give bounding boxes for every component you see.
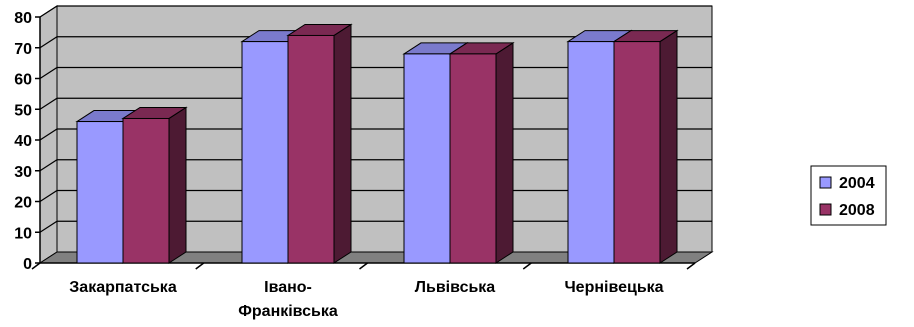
bar-2008-3 — [612, 29, 679, 264]
legend: 2004 2008 — [810, 165, 887, 226]
bar-front — [403, 53, 451, 264]
bar-front — [613, 41, 661, 264]
x-tick-mark-3 — [522, 262, 532, 270]
bar-2008-2 — [448, 41, 515, 264]
category-label-line: Закарпатська — [69, 279, 177, 296]
category-label-line: Франківська — [238, 303, 338, 320]
category-label: Чернівецька — [564, 279, 663, 296]
bar-2008-0 — [121, 106, 188, 264]
category-label-line: Чернівецька — [564, 279, 663, 296]
bar-side — [168, 106, 187, 264]
y-tick-label: 30 — [14, 164, 32, 181]
bar-front — [241, 41, 289, 264]
y-tick-label: 60 — [14, 72, 32, 89]
legend-swatch-2004 — [819, 176, 832, 189]
y-tick-label: 40 — [14, 133, 32, 150]
gridline-80 — [39, 5, 712, 18]
category-label: Львівська — [415, 279, 496, 296]
bar-front — [76, 121, 124, 264]
x-tick-mark-2 — [359, 262, 368, 270]
x-tick-mark-1 — [195, 262, 205, 270]
bar-front — [567, 41, 615, 264]
legend-label-2004: 2004 — [839, 175, 875, 192]
y-tick-label: 0 — [23, 256, 32, 273]
y-tick-label: 10 — [14, 225, 32, 242]
legend-swatch-2008 — [819, 203, 832, 216]
category-label: Закарпатська — [69, 279, 177, 296]
category-label-line: Львівська — [415, 279, 496, 296]
bars — [75, 23, 679, 264]
bar-front — [449, 53, 497, 264]
bar-side — [659, 29, 678, 264]
x-tick-mark-4 — [686, 262, 696, 270]
gridline-70 — [39, 36, 712, 49]
category-label: Івано- Франківська — [238, 279, 338, 320]
y-tick-label: 20 — [14, 195, 32, 212]
bar-2008-1 — [286, 23, 353, 264]
y-tick-label: 80 — [14, 10, 32, 27]
category-labels: Закарпатська Івано- Франківська Львівська Че… — [69, 279, 663, 320]
x-tick-mark-0 — [31, 262, 41, 270]
bar-side — [333, 23, 352, 264]
y-tick-label: 70 — [14, 41, 32, 58]
y-tick-labels: 0 10 20 30 40 50 60 70 80 — [14, 10, 32, 273]
y-tick-label: 50 — [14, 102, 32, 119]
bar-front — [122, 117, 170, 264]
category-label-line: Івано- — [264, 279, 312, 296]
bar-front — [287, 34, 335, 264]
bar-side — [495, 41, 514, 264]
legend-label-2008: 2008 — [839, 202, 875, 219]
